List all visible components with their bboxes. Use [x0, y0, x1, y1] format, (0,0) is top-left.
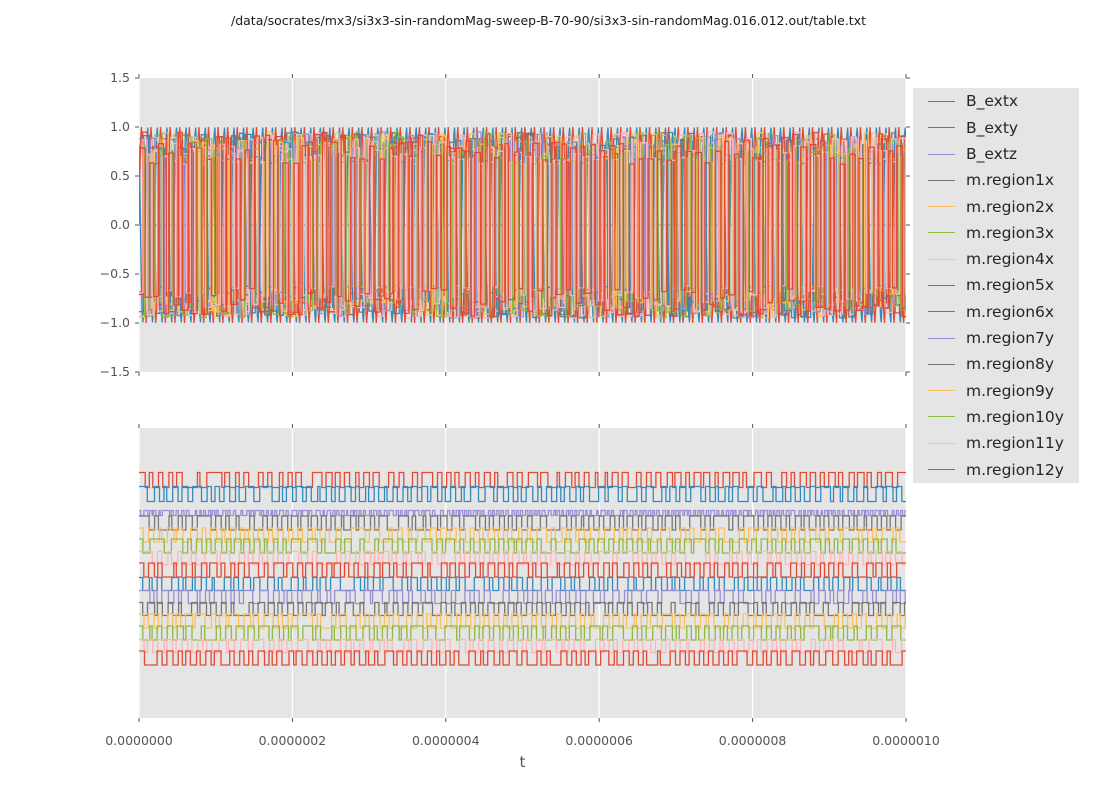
legend-item: m.region10y	[913, 404, 1079, 430]
band-m.region10y	[139, 625, 906, 641]
legend-label: m.region4x	[966, 250, 1055, 269]
legend-line-sample	[928, 284, 955, 286]
legend-item: m.region4x	[913, 246, 1079, 272]
legend-line-sample	[928, 469, 955, 471]
legend-line-sample	[928, 258, 955, 260]
legend-label: m.region2x	[966, 197, 1055, 216]
legend-item: m.region12y	[913, 456, 1079, 482]
band-m.region12y	[139, 650, 906, 666]
legend-line-sample	[928, 206, 955, 208]
legend-line-sample	[928, 153, 955, 155]
legend-item: B_exty	[913, 115, 1079, 141]
x-tick-label: 0.0000010	[872, 733, 940, 748]
y-tick-label: 0.0	[110, 217, 130, 232]
y-tick-label: 1.5	[110, 70, 130, 85]
y-tick-label: −1.0	[99, 315, 130, 330]
y-tick-label: 1.0	[110, 119, 130, 134]
legend-label: B_exty	[966, 118, 1019, 137]
x-tick-label: 0.0000002	[258, 733, 327, 748]
band-B_extx	[139, 471, 906, 489]
band-m.region2x	[139, 527, 906, 543]
band-m.region7y	[139, 589, 906, 605]
legend: B_extx B_exty B_extz m.region1x m.region2x m.…	[913, 88, 1079, 483]
legend-label: m.region1x	[966, 171, 1055, 190]
legend-item: m.region11y	[913, 430, 1079, 456]
legend-item: m.region1x	[913, 167, 1079, 193]
legend-label: m.region7y	[966, 329, 1055, 348]
y-tick-label: −0.5	[99, 266, 130, 281]
y-tick-label: −1.5	[99, 364, 130, 379]
legend-label: m.region11y	[966, 434, 1064, 453]
legend-line-sample	[928, 100, 955, 102]
legend-label: m.region3x	[966, 223, 1055, 242]
legend-label: B_extx	[966, 92, 1019, 111]
legend-label: m.region6x	[966, 302, 1055, 321]
legend-line-sample	[928, 337, 955, 339]
band-m.region3x	[139, 538, 906, 554]
x-tick-label: 0.0000004	[411, 733, 480, 748]
band-m.region9y	[139, 613, 906, 629]
legend-line-sample	[928, 232, 955, 234]
legend-item: B_extx	[913, 88, 1079, 114]
top-plot-series	[139, 126, 906, 324]
x-tick-label: 0.0000008	[718, 733, 787, 748]
legend-label: B_extz	[966, 145, 1018, 163]
series-m.region11y	[139, 131, 906, 319]
legend-label: m.region5x	[966, 276, 1055, 295]
x-tick-label: 0.0000000	[105, 733, 173, 748]
band-m.region8y	[139, 601, 906, 617]
legend-item: m.region5x	[913, 272, 1079, 298]
legend-item: m.region2x	[913, 193, 1079, 219]
legend-line-sample	[928, 416, 955, 418]
legend-label: m.region8y	[966, 355, 1055, 374]
legend-line-sample	[928, 127, 955, 129]
band-B_extz	[139, 509, 906, 517]
legend-item: m.region6x	[913, 299, 1079, 325]
legend-item: B_extz	[913, 141, 1079, 167]
bottom-plot-series	[139, 471, 906, 666]
x-axis-label: t	[519, 753, 526, 771]
legend-item: m.region7y	[913, 325, 1079, 351]
legend-label: m.region12y	[966, 460, 1064, 479]
legend-line-sample	[928, 442, 955, 444]
legend-line-sample	[928, 363, 955, 365]
legend-item: m.region9y	[913, 378, 1079, 404]
y-tick-label: 0.5	[110, 168, 130, 183]
legend-label: m.region9y	[966, 381, 1055, 400]
x-tick-label: 0.0000006	[565, 733, 633, 748]
series-m.region12y	[139, 131, 906, 318]
band-B_exty	[139, 485, 906, 503]
legend-label: m.region10y	[966, 407, 1064, 426]
figure-title: /data/socrates/mx3/si3x3-sin-randomMag-s…	[230, 13, 867, 28]
legend-line-sample	[928, 390, 955, 392]
legend-line-sample	[928, 311, 955, 313]
legend-line-sample	[928, 179, 955, 181]
legend-item: m.region8y	[913, 351, 1079, 377]
legend-item: m.region3x	[913, 220, 1079, 246]
